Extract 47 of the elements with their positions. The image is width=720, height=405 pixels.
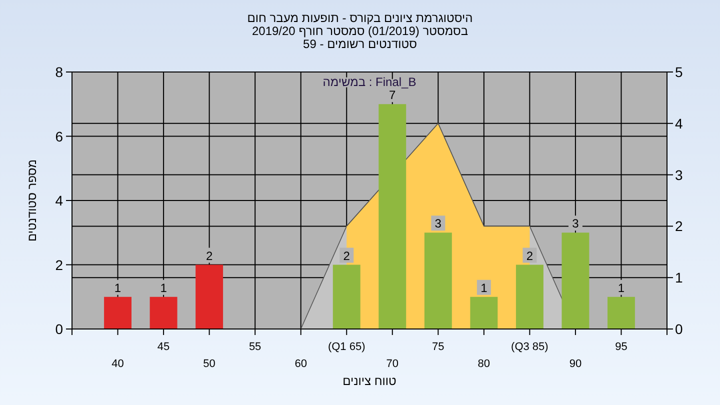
y-tick-label: 8 [55,64,64,80]
y2-tick-label: 1 [675,270,683,286]
bar [196,264,224,329]
y-tick-label: 6 [55,128,64,144]
x-tick-label: 55 [248,341,262,353]
y2-tick-label: 0 [675,321,683,337]
bar [608,296,635,329]
x-tick-label: 80 [478,358,490,370]
y-tick-label: 4 [55,192,64,208]
data-label: 1 [480,280,488,295]
y-tick-label: 2 [55,256,64,273]
x-axis-title: טווח ציונים [342,374,397,388]
data-label: 1 [160,280,168,295]
y-axis-title: מספר סטודנטים [25,159,39,242]
x-tick-label: 40 [112,358,124,370]
y-tick-label: 0 [55,321,64,337]
data-label: 2 [526,248,534,263]
y2-tick-label: 2 [675,218,683,234]
bar [378,104,406,329]
x-tick-label: 70 [386,358,399,370]
x-tick-label: 75 [432,341,444,353]
data-label: 7 [389,88,396,102]
y2-tick-label: 5 [675,64,683,80]
data-label: 3 [434,216,442,231]
bar [424,232,452,329]
bar [562,232,590,329]
chart-title: היסטוגרמת ציונים בקורס - תופעות מעבר חום [247,11,473,25]
data-label: 2 [343,248,350,263]
data-label: 2 [206,248,213,263]
bar [516,264,544,329]
data-label: 1 [618,280,625,295]
y2-tick-label: 3 [675,166,683,183]
data-label: 3 [572,216,580,231]
y2-tick-label: 4 [675,115,683,132]
bar [470,296,498,329]
x-tick-label: 45 [157,341,170,353]
bar [332,264,360,329]
bar [104,296,132,329]
bar [150,296,178,329]
x-tick-label: 60 [294,358,307,370]
data-label: 1 [114,280,122,295]
x-tick-label: 90 [569,358,582,370]
x-tick-label: (Q3 85) [511,341,548,353]
x-tick-label: 95 [615,341,628,353]
chart-subtitle: בסמסטר (01/2019) סמסטר חורף 2019/20 סטודנטים רשומים - 59 [252,24,468,51]
x-tick-label: 50 [203,358,216,370]
x-tick-label: (Q1 65) [328,341,366,353]
